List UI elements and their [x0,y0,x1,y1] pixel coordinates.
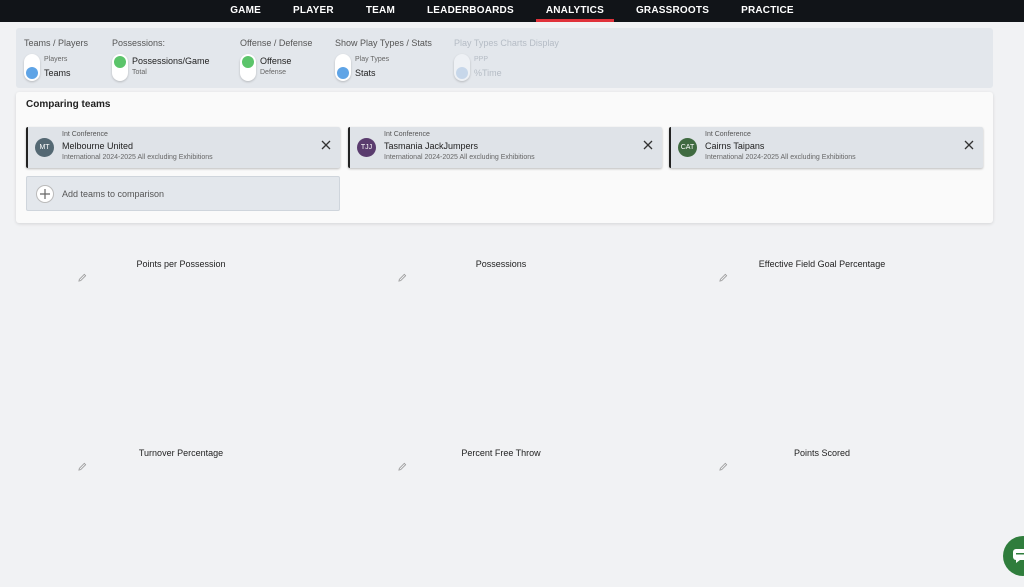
chart-percent-free-throw: Percent Free Throw0.0%5.0%10.0%15.0%MTTJ… [391,448,611,587]
team-season: International 2024-2025 All excluding Ex… [62,154,213,161]
add-team-button[interactable]: Add teams to comparison [26,176,340,211]
filter-bar: Teams / Players Players Teams Possession… [16,28,993,88]
chart-turnover-percentage: Turnover Percentage0.0%5.0%10.0%15.0%MTT… [71,448,291,587]
team-name: Melbourne United [62,141,134,151]
chart-plot [71,462,291,587]
pencil-icon[interactable]: 0.050.0100.0MTTJJCAT [719,462,728,471]
option-players[interactable]: Players [44,56,68,63]
filter-title: Offense / Defense [240,38,313,48]
toggle-knob [337,67,349,79]
chat-icon [1013,549,1024,563]
play-types-stats-filter: Show Play Types / Stats Play Types Stats [335,38,432,81]
chart-points-per-possession: Points per Possession0.0000.5001.000MTTJ… [71,259,291,419]
option-possessions-game[interactable]: Possessions/Game [132,56,210,66]
team-name: Cairns Taipans [705,141,765,151]
play-types-display-filter: Play Types Charts Display PPP %Time [454,38,559,81]
nav-player[interactable]: PLAYER [293,5,334,16]
nav-game[interactable]: GAME [230,5,261,16]
play-types-stats-toggle[interactable] [335,54,351,81]
offense-defense-toggle[interactable] [240,54,256,81]
team-conference: Int Conference [384,131,430,138]
option-defense[interactable]: Defense [260,69,287,76]
team-avatar: MT [35,138,54,157]
comparison-title: Comparing teams [26,99,111,110]
team-season: International 2024-2025 All excluding Ex… [384,154,535,161]
toggle-knob [456,67,468,79]
chart-plot [391,273,611,419]
option-teams[interactable]: Teams [44,68,71,78]
team-avatar: CAT [678,138,697,157]
nav-team[interactable]: TEAM [365,5,395,16]
teams-players-filter: Teams / Players Players Teams [24,38,89,81]
team-season: International 2024-2025 All excluding Ex… [705,154,856,161]
top-nav: GAME PLAYER TEAM LEADERBOARDS ANALYTICS … [0,0,1024,22]
nav-analytics[interactable]: ANALYTICS [530,0,620,22]
team-card[interactable]: TJJ Int Conference Tasmania JackJumpers … [348,127,662,168]
close-icon[interactable] [642,139,654,151]
chart-plot [71,273,291,419]
chart-title: Possessions0.050.0100.0MTTJJCAT [391,259,611,282]
close-icon[interactable] [320,139,332,151]
toggle-knob [26,67,38,79]
toggle-knob [242,56,254,68]
team-name: Tasmania JackJumpers [384,141,479,151]
option-time: %Time [474,68,502,78]
option-offense[interactable]: Offense [260,56,292,66]
chart-title: Turnover Percentage0.0%5.0%10.0%15.0%MTT… [71,448,291,471]
chart-title: Points per Possession0.0000.5001.000MTTJ… [71,259,291,282]
chart-plot [712,273,932,419]
team-avatar: TJJ [357,138,376,157]
team-card[interactable]: MT Int Conference Melbourne United Inter… [26,127,340,168]
comparison-panel: Comparing teams MT Int Conference Melbou… [16,92,993,223]
option-ppp: PPP [474,56,489,63]
filter-title: Teams / Players [24,38,89,48]
teams-players-toggle[interactable] [24,54,40,81]
add-team-label: Add teams to comparison [62,189,165,199]
chart-title: Percent Free Throw0.0%5.0%10.0%15.0%MTTJ… [391,448,611,471]
pencil-icon[interactable]: 0.0%5.0%10.0%15.0%MTTJJCAT [398,462,407,471]
chart-title: Points Scored0.050.0100.0MTTJJCAT [712,448,932,471]
chart-effective-fg-percentage: Effective Field Goal Percentage0.0%20.0%… [712,259,932,419]
possessions-toggle[interactable] [112,54,128,81]
filter-title: Show Play Types / Stats [335,38,432,48]
chart-possessions: Possessions0.050.0100.0MTTJJCAT [391,259,611,419]
option-stats[interactable]: Stats [355,68,376,78]
offense-defense-filter: Offense / Defense Offense Defense [240,38,313,81]
filter-title: Play Types Charts Display [454,38,559,48]
close-icon[interactable] [963,139,975,151]
filter-title: Possessions: [112,38,166,48]
chart-plot [391,462,611,587]
chat-button[interactable] [1003,536,1024,576]
team-conference: Int Conference [62,131,108,138]
pencil-icon[interactable]: 0.050.0100.0MTTJJCAT [398,273,407,282]
chart-points-scored: Points Scored0.050.0100.0MTTJJCAT [712,448,932,587]
possessions-filter: Possessions: Possessions/Game Total [112,38,210,81]
option-total[interactable]: Total [132,69,147,76]
play-types-display-toggle [454,54,470,81]
pencil-icon[interactable]: 0.0%20.0%40.0%60.0%MTTJJCAT [719,273,728,282]
nav-leaderboards[interactable]: LEADERBOARDS [426,5,514,16]
toggle-knob [114,56,126,68]
nav-grassroots[interactable]: GRASSROOTS [635,5,710,16]
plus-icon [36,185,54,203]
nav-practice[interactable]: PRACTICE [741,5,794,16]
team-conference: Int Conference [705,131,751,138]
chart-plot [712,462,932,587]
pencil-icon[interactable]: 0.0000.5001.000MTTJJCAT [78,273,87,282]
chart-title: Effective Field Goal Percentage0.0%20.0%… [712,259,932,282]
pencil-icon[interactable]: 0.0%5.0%10.0%15.0%MTTJJCAT [78,462,87,471]
team-card[interactable]: CAT Int Conference Cairns Taipans Intern… [669,127,983,168]
option-play-types[interactable]: Play Types [355,56,390,63]
